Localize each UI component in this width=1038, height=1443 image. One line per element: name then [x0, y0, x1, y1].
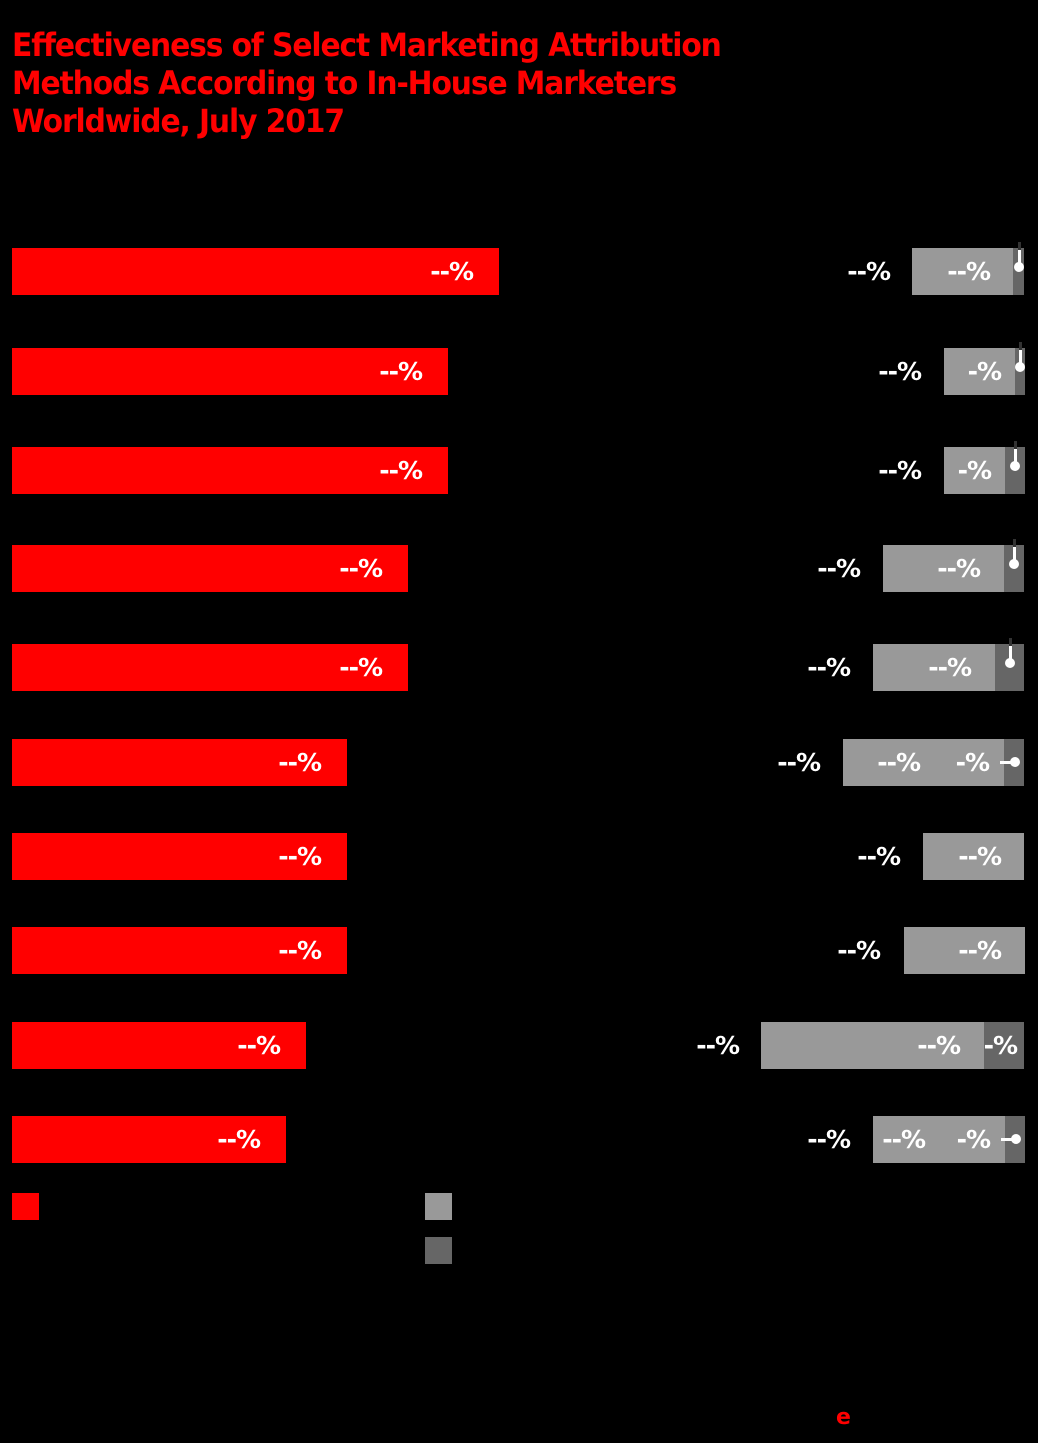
light-grey-bar-value: --% [937, 554, 981, 583]
red-bar [12, 1022, 306, 1069]
stack-total-value: --% [696, 1031, 740, 1060]
red-bar-value: --% [379, 456, 423, 485]
chart-row: --% --% --% [0, 242, 1038, 295]
red-bar [12, 833, 347, 880]
light-grey-bar [883, 545, 1004, 592]
stack-total-value: --% [777, 748, 821, 777]
marker-stem-icon [1019, 342, 1022, 350]
red-bar [12, 348, 448, 395]
chart-row: --% --% -% [0, 342, 1038, 395]
stack-total-value: --% [807, 1125, 851, 1154]
stack-total-value: --% [807, 653, 851, 682]
red-bar-value: --% [278, 936, 322, 965]
marker-dot-icon [1009, 559, 1019, 569]
marker-stem-icon [1013, 539, 1016, 547]
marker-dot-icon [1011, 1134, 1021, 1144]
light-grey-bar-value: --% [947, 257, 991, 286]
red-bar [12, 1116, 286, 1163]
red-bar-value: --% [339, 653, 383, 682]
chart-row: --% --% -% [0, 441, 1038, 494]
light-grey-bar-value-secondary: -% [956, 1125, 991, 1154]
dark-grey-bar [984, 1022, 1024, 1069]
light-grey-bar [923, 833, 1024, 880]
red-bar-value: --% [379, 357, 423, 386]
stack-total-value: --% [847, 257, 891, 286]
red-bar-value: --% [339, 554, 383, 583]
marker-stem-icon [1014, 449, 1017, 465]
chart-row: --% --% --% -% [0, 1022, 1038, 1069]
light-grey-bar [912, 248, 1013, 295]
red-bar-value: --% [237, 1031, 281, 1060]
marker-stem-icon [1009, 638, 1012, 646]
light-grey-bar [843, 739, 1004, 786]
red-bar [12, 545, 408, 592]
red-bar-value: --% [217, 1125, 261, 1154]
light-grey-bar [873, 644, 995, 691]
marker-stem-icon [1001, 1138, 1013, 1141]
legend-swatch-red [12, 1193, 39, 1220]
marker-dot-icon [1014, 262, 1024, 272]
marker-dot-icon [1010, 757, 1020, 767]
chart-row: --% --% --% [0, 927, 1038, 974]
stack-total-value: --% [817, 554, 861, 583]
marker-stem-icon [1000, 761, 1012, 764]
marker-stem-icon [1014, 441, 1017, 449]
brand-logo: e [836, 1405, 851, 1430]
light-grey-bar [761, 1022, 984, 1069]
chart-row: --% --% --% [0, 539, 1038, 592]
chart-row: --% --% --% -% [0, 739, 1038, 786]
light-grey-bar-value: --% [958, 936, 1002, 965]
marker-dot-icon [1005, 658, 1015, 668]
light-grey-bar-value: --% [928, 653, 972, 682]
light-grey-bar [873, 1116, 1005, 1163]
light-grey-bar [904, 927, 1025, 974]
marker-dot-icon [1015, 362, 1025, 372]
chart-row: --% --% --% [0, 833, 1038, 880]
marker-dot-icon [1010, 461, 1020, 471]
stack-total-value: --% [878, 357, 922, 386]
chart-row: --% --% --% [0, 638, 1038, 691]
light-grey-bar-value: --% [877, 748, 921, 777]
stack-total-value: --% [878, 456, 922, 485]
light-grey-bar-value: --% [958, 842, 1002, 871]
light-grey-bar [944, 447, 1005, 494]
dark-grey-bar-value: -% [983, 1031, 1018, 1060]
chart-title: Effectiveness of Select Marketing Attrib… [12, 26, 722, 140]
red-bar-value: --% [278, 748, 322, 777]
marker-stem-icon [1009, 646, 1012, 662]
marker-stem-icon [1018, 242, 1021, 250]
red-bar [12, 644, 408, 691]
light-grey-bar-value: --% [882, 1125, 926, 1154]
red-bar [12, 927, 347, 974]
light-grey-bar-value: --% [917, 1031, 961, 1060]
marker-stem-icon [1018, 250, 1021, 266]
red-bar-value: --% [278, 842, 322, 871]
stack-total-value: --% [837, 936, 881, 965]
red-bar [12, 447, 448, 494]
red-bar [12, 739, 347, 786]
red-bar-value: --% [430, 257, 474, 286]
legend-swatch-dark-grey [425, 1237, 452, 1264]
light-grey-bar-value: -% [967, 357, 1002, 386]
red-bar [12, 248, 499, 295]
light-grey-bar-value-secondary: -% [955, 748, 990, 777]
light-grey-bar [944, 348, 1015, 395]
legend-swatch-light-grey [425, 1193, 452, 1220]
stack-total-value: --% [857, 842, 901, 871]
light-grey-bar-value: -% [957, 456, 992, 485]
marker-stem-icon [1013, 547, 1016, 563]
chart-row: --% --% --% -% [0, 1116, 1038, 1163]
marker-stem-icon [1019, 350, 1022, 366]
